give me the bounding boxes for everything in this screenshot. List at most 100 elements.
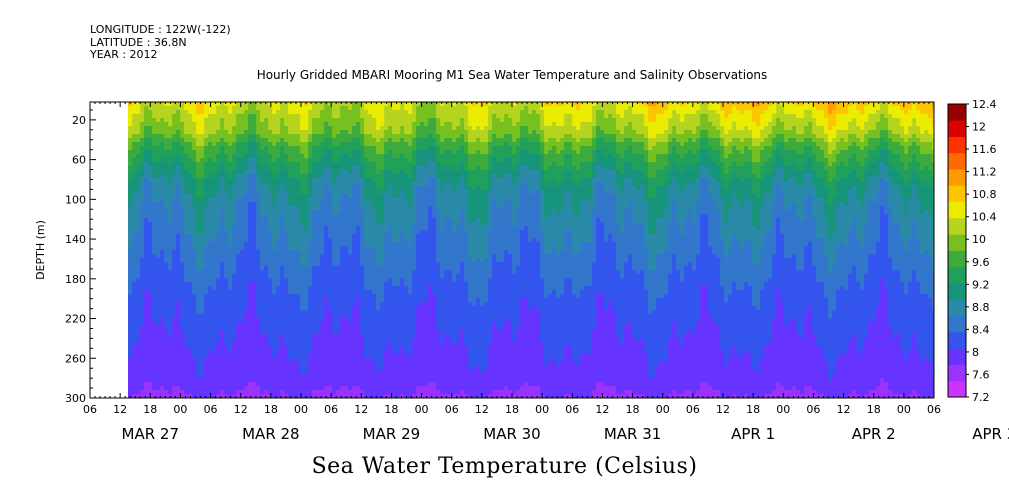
heat-cell: [220, 242, 225, 247]
heat-cell: [192, 358, 197, 363]
heat-cell: [312, 178, 317, 183]
heat-cell: [316, 102, 321, 107]
heat-cell: [320, 358, 325, 363]
heat-cell: [288, 394, 293, 398]
heat-cell: [180, 102, 185, 107]
heat-cell: [336, 338, 341, 343]
heat-cell: [184, 118, 189, 123]
heat-cell: [352, 290, 357, 295]
heat-cell: [132, 246, 137, 251]
heat-cell: [244, 294, 249, 299]
heat-cell: [204, 190, 209, 195]
heat-cell: [240, 286, 245, 291]
heat-cell: [344, 386, 349, 391]
heat-cell: [236, 118, 241, 123]
heat-cell: [260, 194, 265, 199]
heat-cell: [144, 230, 149, 235]
heat-cell: [248, 290, 253, 295]
heat-cell: [316, 366, 321, 371]
heat-cell: [268, 222, 273, 227]
heat-cell: [216, 242, 221, 247]
heat-cell: [164, 234, 169, 239]
heat-cell: [180, 262, 185, 267]
heat-cell: [236, 338, 241, 343]
heat-cell: [156, 146, 161, 151]
heat-cell: [180, 170, 185, 175]
heat-cell: [280, 338, 285, 343]
heat-cell: [200, 322, 205, 327]
heat-cell: [164, 150, 169, 155]
heat-cell: [384, 202, 389, 207]
heat-cell: [180, 374, 185, 379]
heat-cell: [120, 122, 125, 127]
heat-cell: [140, 138, 145, 143]
heat-cell: [360, 222, 365, 227]
heat-cell: [292, 338, 297, 343]
heat-cell: [244, 146, 249, 151]
heat-cell: [188, 154, 193, 159]
heat-cell: [240, 330, 245, 335]
heat-cell: [128, 326, 133, 331]
heat-cell: [168, 206, 173, 211]
heat-cell: [312, 318, 317, 323]
heat-cell: [272, 134, 277, 139]
heat-cell: [384, 374, 389, 379]
heat-cell: [248, 298, 253, 303]
heat-cell: [212, 174, 217, 179]
heat-cell: [148, 158, 153, 163]
heat-cell: [204, 262, 209, 267]
heat-cell: [268, 310, 273, 315]
heat-cell: [216, 210, 221, 215]
heat-cell: [252, 294, 257, 299]
heat-cell: [228, 230, 233, 235]
heat-cell: [352, 342, 357, 347]
heat-cell: [260, 218, 265, 223]
heat-cell: [212, 214, 217, 219]
heat-cell: [168, 174, 173, 179]
heat-cell: [304, 294, 309, 299]
heat-cell: [132, 278, 137, 283]
heat-cell: [128, 286, 129, 291]
heat-cell: [216, 226, 221, 231]
heat-cell: [232, 270, 237, 275]
heat-cell: [188, 234, 193, 239]
heat-cell: [140, 122, 145, 127]
heat-cell: [368, 230, 373, 235]
heat-cell: [256, 382, 261, 387]
heat-cell: [372, 318, 377, 323]
heat-cell: [328, 382, 333, 387]
heat-cell: [132, 282, 137, 287]
heat-cell: [168, 114, 173, 119]
heat-cell: [328, 278, 333, 283]
heat-cell: [148, 286, 153, 291]
heat-cell: [308, 274, 313, 279]
heat-cell: [140, 210, 145, 215]
heat-cell: [368, 114, 373, 119]
heat-cell: [316, 294, 321, 299]
heat-cell: [184, 226, 189, 231]
heat-cell: [168, 218, 173, 223]
heat-cell: [352, 350, 357, 355]
heat-cell: [260, 106, 265, 111]
heat-cell: [288, 206, 293, 211]
heat-cell: [188, 250, 193, 255]
heat-cell: [328, 350, 333, 355]
heat-cell: [196, 282, 201, 287]
heat-cell: [264, 366, 269, 371]
heat-cell: [356, 254, 361, 259]
heat-cell: [200, 218, 205, 223]
heat-cell: [332, 218, 337, 223]
heat-cell: [208, 154, 213, 159]
heat-cell: [216, 330, 221, 335]
heat-cell: [168, 266, 173, 271]
heat-cell: [188, 274, 193, 279]
heat-cell: [180, 106, 185, 111]
heat-cell: [128, 314, 129, 319]
heat-cell: [192, 234, 197, 239]
heat-cell: [224, 122, 229, 127]
heat-cell: [220, 218, 225, 223]
heat-cell: [272, 178, 277, 183]
heat-cell: [164, 214, 169, 219]
heat-cell: [140, 310, 145, 315]
heat-cell: [308, 330, 313, 335]
